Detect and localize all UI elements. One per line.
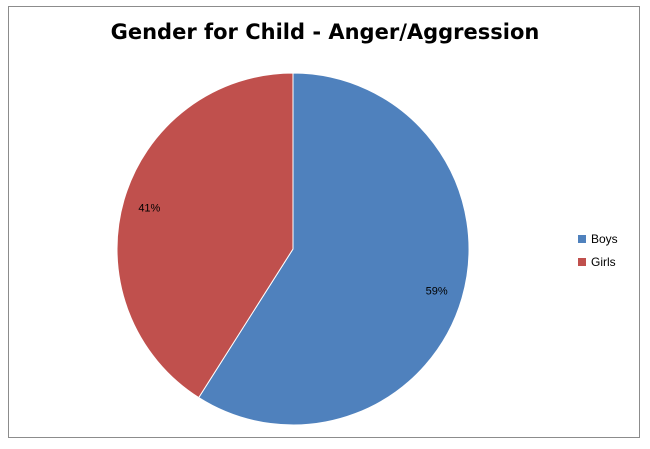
legend-label-girls: Girls — [591, 254, 616, 269]
legend: Boys Girls — [578, 227, 618, 273]
data-label-girls: 41% — [138, 202, 160, 214]
data-label-boys: 59% — [426, 286, 448, 298]
legend-item-boys: Boys — [578, 227, 618, 250]
legend-item-girls: Girls — [578, 250, 618, 273]
legend-swatch-girls — [578, 257, 586, 266]
pie-slice-girls — [116, 72, 294, 399]
chart-title: Gender for Child - Anger/Aggression — [110, 20, 540, 44]
legend-swatch-boys — [578, 234, 586, 243]
legend-label-boys: Boys — [591, 231, 618, 246]
pie-slice-boys — [198, 72, 470, 426]
